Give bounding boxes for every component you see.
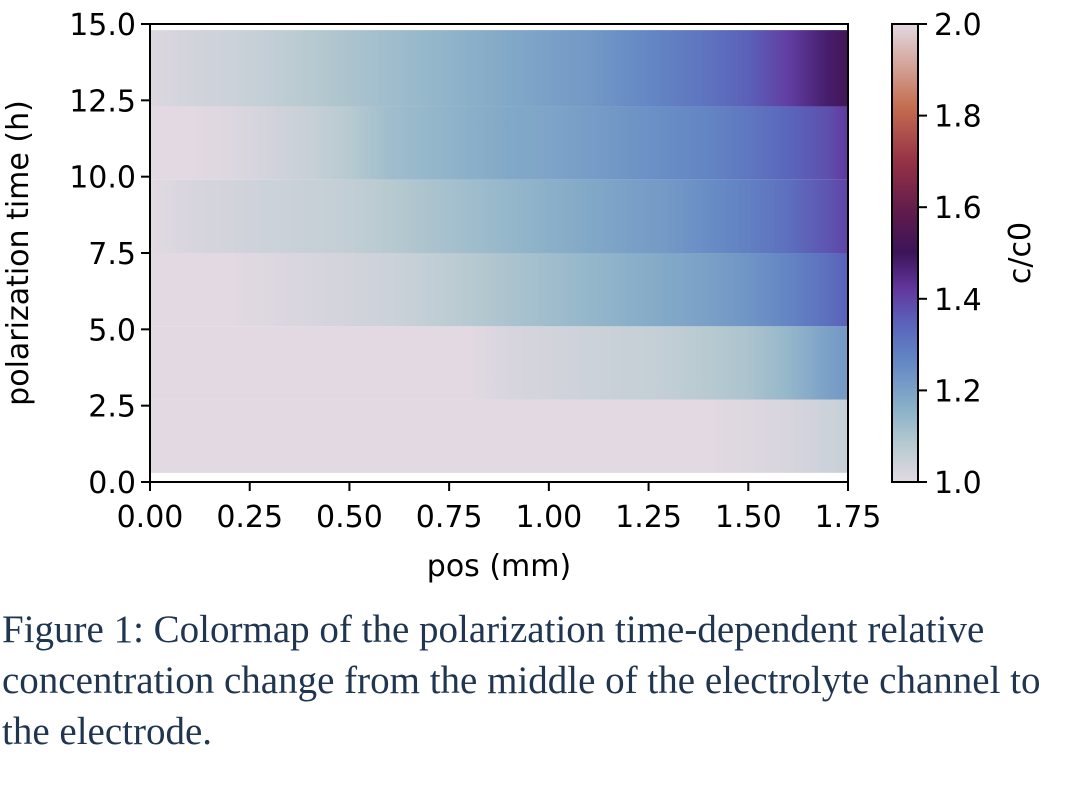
- x-tick-label: 1.25: [615, 500, 682, 535]
- x-axis-title: pos (mm): [427, 549, 571, 584]
- y-tick-label: 15.0: [69, 8, 136, 43]
- heatmap-row: [150, 30, 848, 107]
- heatmap-cells: [150, 30, 848, 473]
- x-tick-label: 1.50: [715, 500, 782, 535]
- figure-caption: Figure 1: Colormap of the polarization t…: [2, 608, 1041, 753]
- heatmap-row: [150, 179, 848, 253]
- x-tick-label: 1.00: [515, 500, 582, 535]
- y-axis-title: polarization time (h): [1, 100, 36, 406]
- heatmap-row: [150, 253, 848, 327]
- colorbar-tick-label: 2.0: [934, 8, 982, 43]
- heatmap-row: [150, 326, 848, 400]
- x-tick-label: 0.25: [216, 500, 283, 535]
- colorbar-tick-label: 1.8: [934, 100, 982, 135]
- y-tick-label: 0.0: [88, 466, 136, 501]
- y-tick-label: 2.5: [88, 390, 136, 425]
- x-tick-label: 0.50: [316, 500, 383, 535]
- colorbar-tick-label: 1.4: [934, 283, 982, 318]
- colorbar-title: c/c0: [1003, 222, 1038, 284]
- x-tick-label: 0.75: [416, 500, 483, 535]
- heatmap-row: [150, 399, 848, 473]
- y-tick-label: 5.0: [88, 313, 136, 348]
- colorbar: [891, 23, 919, 483]
- heatmap-chart: 0.00 0.25 0.50 0.75 1.00 1.25 1.50 1.75 0.0 2.5 5…: [1, 8, 1038, 584]
- x-tick-label: 1.75: [815, 500, 882, 535]
- y-tick-label: 10.0: [69, 161, 136, 196]
- y-tick-label: 7.5: [88, 237, 136, 272]
- y-tick-label: 12.5: [69, 84, 136, 119]
- colorbar-tick-label: 1.0: [934, 466, 982, 501]
- x-tick-label: 0.00: [117, 500, 184, 535]
- heatmap-row: [150, 106, 848, 180]
- y-axis-ticks: 0.0 2.5 5.0 7.5 10.0 12.5 15.0: [69, 8, 150, 501]
- colorbar-tick-label: 1.6: [934, 191, 982, 226]
- x-axis-ticks: 0.00 0.25 0.50 0.75 1.00 1.25 1.50 1.75: [117, 482, 882, 535]
- colorbar-ticks: 1.0 1.2 1.4 1.6 1.8 2.0: [918, 8, 982, 501]
- colorbar-tick-label: 1.2: [934, 374, 982, 409]
